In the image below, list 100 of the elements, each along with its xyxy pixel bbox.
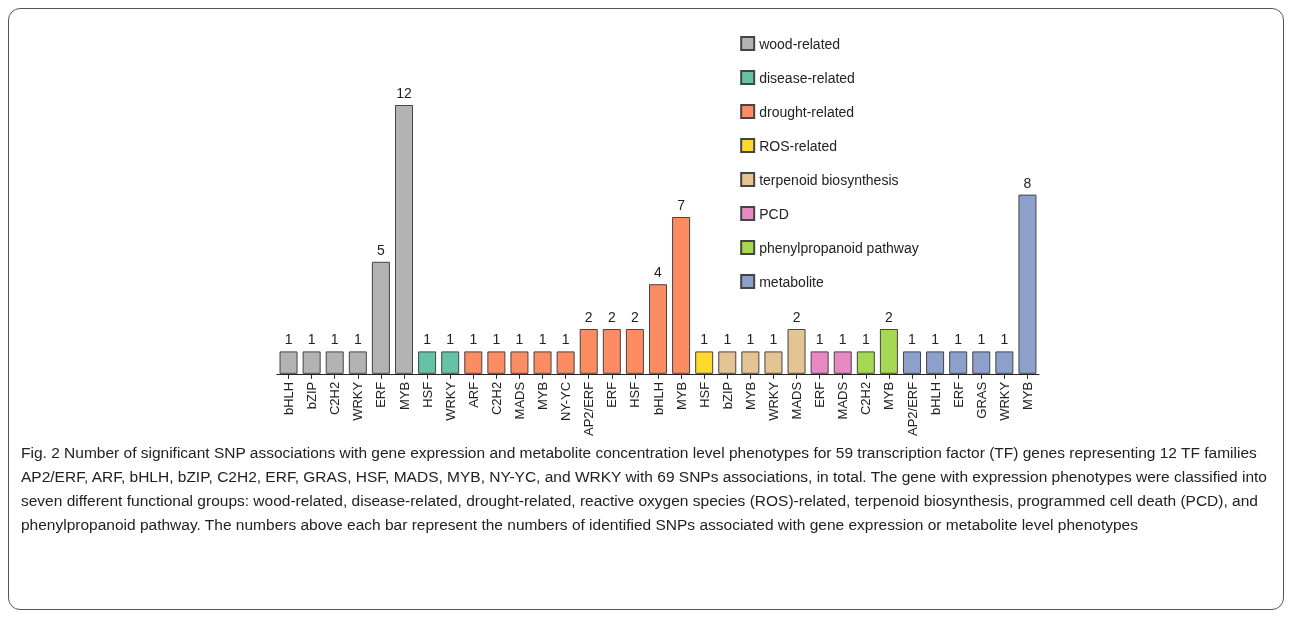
x-tick-label: MADS <box>835 381 851 420</box>
bar <box>672 217 691 374</box>
data-label: 1 <box>931 331 940 348</box>
x-tick-label: ERF <box>812 381 828 408</box>
data-label: 7 <box>677 197 686 214</box>
bar <box>302 351 321 374</box>
x-tick-label: bZIP <box>304 381 320 410</box>
x-tick-label: ERF <box>950 381 966 408</box>
bar <box>879 329 898 374</box>
data-label: 1 <box>908 331 917 348</box>
data-label: 5 <box>377 241 386 258</box>
bar <box>926 351 945 374</box>
bar <box>371 261 390 374</box>
bar <box>995 351 1014 374</box>
bar <box>625 329 644 374</box>
bar <box>1018 194 1037 374</box>
x-tick-label: MYB <box>673 381 689 410</box>
data-label: 1 <box>977 331 986 348</box>
data-label: 1 <box>746 331 755 348</box>
bar <box>487 351 506 374</box>
x-tick-label: HSF <box>696 381 712 408</box>
x-tick-label: C2H2 <box>858 381 874 416</box>
x-tick-label: bZIP <box>719 381 735 410</box>
bar <box>533 351 552 374</box>
bar <box>787 329 806 374</box>
x-tick-label: MYB <box>881 381 897 410</box>
x-tick-label: MADS <box>511 381 527 420</box>
bar <box>648 284 668 374</box>
bar <box>810 351 829 374</box>
data-label: 2 <box>607 309 616 326</box>
x-tick-label: MADS <box>789 381 805 420</box>
legend-label: metabolite <box>759 273 824 290</box>
data-label: 1 <box>330 331 339 348</box>
data-label: 1 <box>815 331 824 348</box>
data-label: 1 <box>700 331 709 348</box>
x-tick-label: MYB <box>1019 381 1035 410</box>
x-tick-label: MYB <box>535 381 551 410</box>
data-label: 1 <box>861 331 870 348</box>
data-label: 1 <box>838 331 847 348</box>
bar <box>579 329 598 374</box>
x-tick-label: C2H2 <box>488 381 504 416</box>
x-tick-label: ERF <box>373 381 389 408</box>
data-label: 1 <box>538 331 547 348</box>
x-tick-label: GRAS <box>973 381 989 419</box>
data-label: 1 <box>492 331 501 348</box>
x-tick-label: NY-YC <box>558 381 574 422</box>
x-tick-label: WRKY <box>350 381 366 421</box>
bar <box>325 351 344 374</box>
bar <box>856 351 875 374</box>
data-label: 1 <box>307 331 316 348</box>
bar <box>949 351 968 374</box>
bar <box>556 351 575 374</box>
data-label: 1 <box>723 331 732 348</box>
x-tick-label: HSF <box>419 381 435 408</box>
bar <box>972 351 991 374</box>
bar <box>510 351 529 374</box>
x-tick-label: HSF <box>627 381 643 408</box>
bar <box>833 351 852 374</box>
bar <box>464 351 483 374</box>
data-label: 1 <box>353 331 362 348</box>
legend-label: drought-related <box>759 103 855 120</box>
data-label: 1 <box>469 331 478 348</box>
x-tick-label: bHLH <box>650 381 666 416</box>
x-tick-label: bHLH <box>281 381 297 416</box>
legend-label: PCD <box>759 205 789 222</box>
data-label: 1 <box>561 331 570 348</box>
x-tick-label: WRKY <box>996 381 1012 421</box>
data-label: 1 <box>284 331 293 348</box>
data-label: 8 <box>1023 174 1032 191</box>
x-tick-label: MYB <box>742 381 758 410</box>
data-label: 1 <box>446 331 455 348</box>
data-label: 2 <box>792 309 801 326</box>
x-tick-label: MYB <box>396 381 412 410</box>
data-label: 2 <box>885 309 894 326</box>
legend-label: phenylpropanoid pathway <box>759 239 919 256</box>
x-tick-label: AP2/ERF <box>904 381 920 436</box>
x-tick-label: ARF <box>465 381 481 408</box>
data-label: 4 <box>654 264 663 281</box>
bar <box>718 351 737 374</box>
caption: Fig. 2 Number of significant SNP associations with gene expression and metabolite concentration level phenotypes for 59 transcription factor (TF) genes representing 12 TF families AP2/ERF, ARF, bHLH, bZIP, C2H2, ERF, GRAS, HSF, MADS, MYB, NY-YC, and WRKY with 69 SNPs associations, in total. The gene with expression phenotypes were classified into seven different functional groups: wood-related, disease-related, drought-related, reactive oxygen species (ROS)-related, terpenoid biosynthesis, programmed cell death (PCD), and phenylpropanoid pathway. The numbers above each bar represent the numbers of identified SNPs associated with gene expression or metabolite level phenotypes <box>21 443 1268 535</box>
bar <box>418 351 437 374</box>
data-label: 2 <box>584 309 593 326</box>
x-tick-label: WRKY <box>442 381 458 421</box>
bar <box>695 351 714 374</box>
bar <box>602 329 621 374</box>
x-tick-label: bHLH <box>927 381 943 416</box>
x-tick-label: WRKY <box>765 381 781 421</box>
bar <box>441 351 460 374</box>
bar <box>902 351 922 374</box>
data-label: 1 <box>423 331 432 348</box>
bar <box>279 351 298 374</box>
data-label: 2 <box>631 309 640 326</box>
data-label: 1 <box>1000 331 1009 348</box>
x-tick-label: AP2/ERF <box>581 381 597 436</box>
data-label: 12 <box>396 85 412 101</box>
legend-label: disease-related <box>759 69 855 86</box>
data-label: 1 <box>769 331 778 348</box>
bar <box>394 105 414 374</box>
legend-label: ROS-related <box>759 137 837 154</box>
legend-label: wood-related <box>758 35 841 52</box>
